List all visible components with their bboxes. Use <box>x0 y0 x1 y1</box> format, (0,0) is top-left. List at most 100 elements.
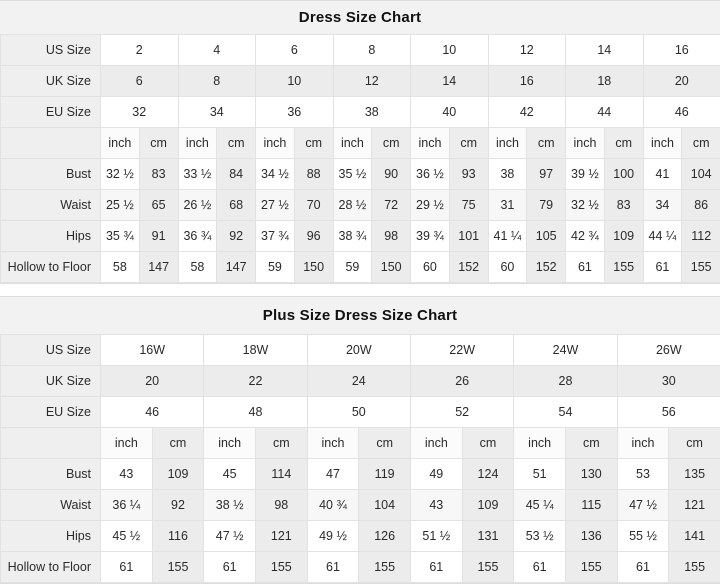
unit-cell: cm <box>449 128 488 159</box>
table-cell: 61 <box>643 252 682 283</box>
table-cell: 83 <box>139 159 178 190</box>
table-cell: 60 <box>488 252 527 283</box>
table-cell: 22 <box>204 366 307 397</box>
row-label-uk-size: UK Size <box>1 366 101 397</box>
table-cell: 28 <box>514 366 617 397</box>
page-title: Dress Size Chart <box>0 1 720 34</box>
row-label-uk-size: UK Size <box>1 66 101 97</box>
table-cell: 152 <box>527 252 566 283</box>
table-cell: 90 <box>372 159 411 190</box>
table-cell: 41 ¼ <box>488 221 527 252</box>
table-cell: 84 <box>217 159 256 190</box>
table-cell: 36 <box>256 97 334 128</box>
chart-separator-gap <box>0 284 720 296</box>
row-label-eu-size: EU Size <box>1 397 101 428</box>
table-row: EU Size 32 34 36 38 40 42 44 46 <box>1 97 720 128</box>
table-cell: 38 <box>333 97 411 128</box>
table-cell: 141 <box>669 521 720 552</box>
table-cell: 36 ½ <box>411 159 450 190</box>
unit-cell: inch <box>204 428 256 459</box>
table-cell: 53 <box>617 459 669 490</box>
unit-cell: cm <box>359 428 411 459</box>
table-cell: 35 ½ <box>333 159 372 190</box>
table-cell: 39 ½ <box>566 159 605 190</box>
table-cell: 83 <box>604 190 643 221</box>
table-cell: 79 <box>527 190 566 221</box>
table-cell: 16 <box>643 35 720 66</box>
table-cell: 112 <box>682 221 720 252</box>
table-cell: 126 <box>359 521 411 552</box>
table-cell: 61 <box>307 552 359 583</box>
row-label-hips: Hips <box>1 221 101 252</box>
table-cell: 155 <box>604 252 643 283</box>
row-label-hollow-to-floor: Hollow to Floor <box>1 552 101 583</box>
table-cell: 34 <box>643 190 682 221</box>
table-cell: 24W <box>514 335 617 366</box>
table-cell: 48 <box>204 397 307 428</box>
table-cell: 10 <box>256 66 334 97</box>
table-cell: 61 <box>101 552 153 583</box>
table-cell: 136 <box>565 521 617 552</box>
unit-cell: inch <box>643 128 682 159</box>
table-cell: 155 <box>255 552 307 583</box>
table-cell: 16W <box>101 335 204 366</box>
table-cell: 147 <box>139 252 178 283</box>
table-cell: 26W <box>617 335 720 366</box>
table-cell: 60 <box>411 252 450 283</box>
table-cell: 36 ¼ <box>101 490 153 521</box>
table-cell: 54 <box>514 397 617 428</box>
table-cell: 26 ½ <box>178 190 217 221</box>
row-label-bust: Bust <box>1 459 101 490</box>
unit-cell: cm <box>682 128 720 159</box>
table-cell: 16 <box>488 66 566 97</box>
table-cell: 93 <box>449 159 488 190</box>
table-cell: 6 <box>101 66 179 97</box>
row-label-bust: Bust <box>1 159 101 190</box>
table-cell: 68 <box>217 190 256 221</box>
unit-cell: inch <box>488 128 527 159</box>
unit-cell: inch <box>178 128 217 159</box>
table-cell: 10 <box>411 35 489 66</box>
table-cell: 109 <box>462 490 514 521</box>
table-row: Hips 45 ½ 116 47 ½ 121 49 ½ 126 51 ½ 131… <box>1 521 720 552</box>
row-label-hollow-to-floor: Hollow to Floor <box>1 252 101 283</box>
table-cell: 91 <box>139 221 178 252</box>
table-cell: 115 <box>565 490 617 521</box>
table-cell: 20W <box>307 335 410 366</box>
table-cell: 121 <box>255 521 307 552</box>
unit-cell: cm <box>527 128 566 159</box>
table-cell: 47 ½ <box>204 521 256 552</box>
unit-cell: inch <box>101 128 140 159</box>
unit-cell: inch <box>333 128 372 159</box>
table-cell: 43 <box>101 459 153 490</box>
table-cell: 155 <box>462 552 514 583</box>
table-cell: 2 <box>101 35 179 66</box>
table-cell: 18W <box>204 335 307 366</box>
unit-cell: inch <box>410 428 462 459</box>
table-cell: 32 ½ <box>101 159 140 190</box>
table-cell: 22W <box>410 335 513 366</box>
table-cell: 155 <box>682 252 720 283</box>
table-cell: 24 <box>307 366 410 397</box>
table-cell: 8 <box>178 66 256 97</box>
table-cell: 36 ¾ <box>178 221 217 252</box>
table-cell: 53 ½ <box>514 521 566 552</box>
plus-size-dress-table: US Size 16W 18W 20W 22W 24W 26W UK Size … <box>0 334 720 583</box>
table-cell: 59 <box>256 252 295 283</box>
table-cell: 119 <box>359 459 411 490</box>
table-cell: 56 <box>617 397 720 428</box>
table-cell: 31 <box>488 190 527 221</box>
table-cell: 38 ¾ <box>333 221 372 252</box>
table-row-units: inch cm inch cm inch cm inch cm inch cm … <box>1 128 720 159</box>
table-row: US Size 2 4 6 8 10 12 14 16 <box>1 35 720 66</box>
table-cell: 105 <box>527 221 566 252</box>
row-label-us-size: US Size <box>1 35 101 66</box>
table-cell: 70 <box>294 190 333 221</box>
table-cell: 150 <box>294 252 333 283</box>
table-cell: 12 <box>333 66 411 97</box>
table-cell: 14 <box>411 66 489 97</box>
table-cell: 18 <box>566 66 644 97</box>
table-cell: 32 ½ <box>566 190 605 221</box>
table-cell: 75 <box>449 190 488 221</box>
table-cell: 44 ¼ <box>643 221 682 252</box>
